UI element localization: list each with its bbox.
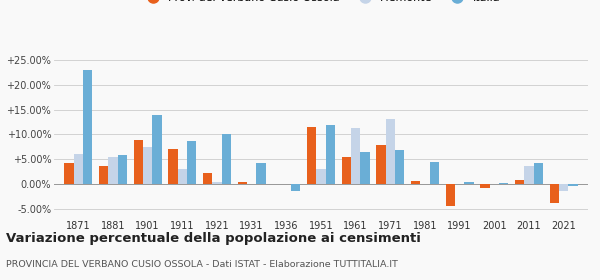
Bar: [203, 173, 212, 184]
Bar: [316, 169, 326, 184]
Bar: [152, 115, 161, 184]
Bar: [341, 157, 351, 184]
Bar: [464, 182, 474, 184]
Bar: [376, 145, 386, 184]
Bar: [411, 181, 421, 184]
Bar: [64, 163, 74, 184]
Bar: [99, 165, 108, 184]
Bar: [212, 182, 221, 184]
Bar: [187, 141, 196, 184]
Bar: [168, 149, 178, 184]
Bar: [326, 125, 335, 184]
Bar: [430, 162, 439, 184]
Bar: [395, 150, 404, 184]
Bar: [446, 184, 455, 206]
Bar: [143, 147, 152, 184]
Bar: [515, 180, 524, 184]
Bar: [118, 155, 127, 184]
Bar: [559, 184, 568, 191]
Bar: [386, 119, 395, 184]
Bar: [291, 184, 301, 191]
Bar: [534, 163, 543, 184]
Text: PROVINCIA DEL VERBANO CUSIO OSSOLA - Dati ISTAT - Elaborazione TUTTITALIA.IT: PROVINCIA DEL VERBANO CUSIO OSSOLA - Dat…: [6, 260, 398, 269]
Bar: [481, 184, 490, 188]
Bar: [550, 184, 559, 203]
Bar: [178, 169, 187, 184]
Bar: [83, 70, 92, 184]
Bar: [351, 129, 361, 184]
Bar: [307, 127, 316, 184]
Legend: Prov. del Verbano Cusio Ossola, Piemonte, Italia: Prov. del Verbano Cusio Ossola, Piemonte…: [137, 0, 505, 8]
Bar: [361, 152, 370, 184]
Bar: [238, 182, 247, 184]
Bar: [568, 184, 578, 186]
Bar: [256, 163, 266, 184]
Bar: [221, 134, 231, 184]
Bar: [108, 157, 118, 184]
Bar: [499, 183, 508, 184]
Bar: [524, 165, 534, 184]
Bar: [74, 154, 83, 184]
Bar: [134, 140, 143, 184]
Text: Variazione percentuale della popolazione ai censimenti: Variazione percentuale della popolazione…: [6, 232, 421, 245]
